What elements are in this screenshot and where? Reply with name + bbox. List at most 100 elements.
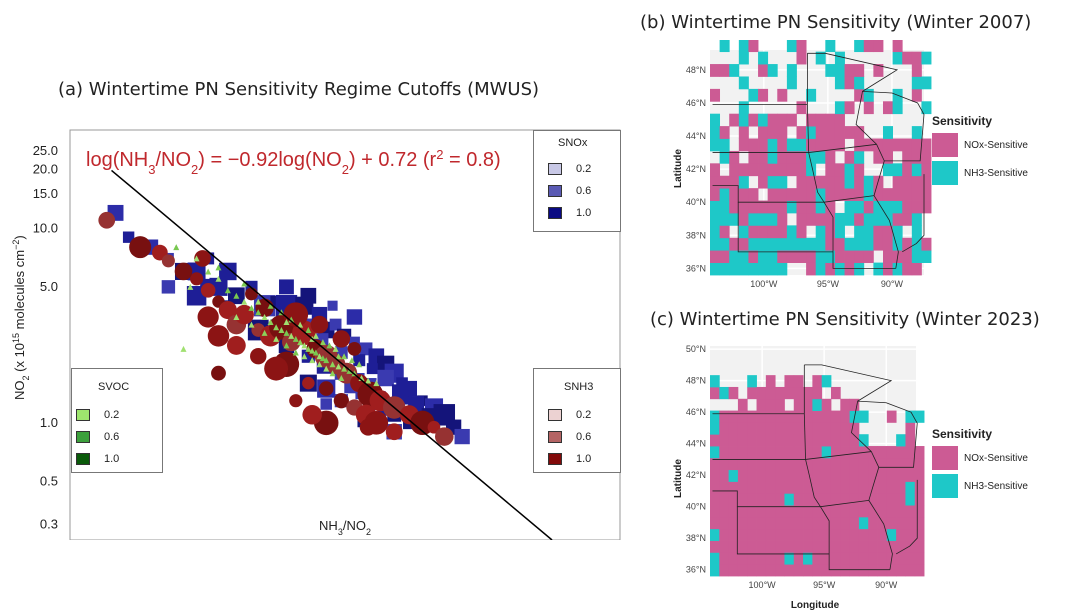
grid-cell — [834, 64, 845, 77]
grid-cell — [812, 469, 823, 482]
grid-cell — [858, 410, 869, 423]
grid-cell — [844, 262, 855, 276]
grid-cell — [719, 150, 730, 164]
legend-swatch — [548, 409, 562, 421]
grid-cell — [911, 76, 922, 90]
grid-cell — [868, 457, 878, 471]
grid-cell — [729, 250, 740, 263]
legend-label: NOx-Sensitive — [964, 452, 1028, 464]
grid-cell — [748, 88, 759, 102]
grid-cell — [892, 212, 903, 226]
grid-cell — [728, 516, 739, 530]
grid-cell — [886, 493, 897, 506]
grid-cell — [748, 212, 759, 226]
y-tick-label: 25.0 — [33, 143, 58, 158]
grid-cell — [825, 188, 836, 201]
grid-cell — [710, 457, 720, 471]
grid-cell — [793, 422, 804, 435]
grid-cell — [793, 434, 804, 447]
snh3-marker — [289, 394, 303, 408]
grid-cell — [830, 493, 841, 506]
svoc-marker — [267, 302, 274, 309]
grid-cell — [719, 262, 730, 276]
grid-cell — [896, 505, 906, 518]
grid-cell — [902, 212, 913, 226]
grid-cell — [840, 422, 851, 435]
grid-cell — [892, 175, 903, 189]
snh3-marker — [211, 365, 226, 381]
grid-cell — [767, 250, 778, 263]
grid-cell — [777, 250, 788, 263]
grid-cell — [747, 469, 757, 482]
grid-cell — [873, 188, 884, 201]
svoc-marker — [193, 255, 200, 262]
grid-cell — [854, 150, 865, 164]
grid-cell — [765, 386, 776, 400]
grid-cell — [815, 212, 826, 226]
grid-cell — [719, 552, 730, 565]
grid-cell — [844, 200, 855, 214]
snox-marker — [327, 300, 338, 311]
grid-cell — [830, 434, 841, 447]
grid-cell — [896, 446, 906, 459]
grid-cell — [877, 446, 888, 459]
grid-cell — [777, 175, 788, 189]
grid-cell — [793, 528, 804, 541]
grid-cell — [710, 138, 721, 152]
grid-cell — [728, 481, 739, 494]
grid-cell — [728, 386, 739, 400]
grid-cell — [882, 212, 894, 226]
grid-cell — [765, 505, 776, 518]
legend-label: 0.6 — [576, 431, 592, 443]
grid-cell — [738, 237, 749, 251]
grid-cell — [821, 469, 832, 482]
grid-cell — [896, 540, 906, 553]
grid-cell — [863, 40, 874, 53]
legend-label: 1.0 — [104, 453, 120, 465]
svoc-marker — [292, 335, 299, 342]
grid-cell — [786, 138, 797, 152]
state-border — [820, 506, 830, 554]
grid-cell — [911, 250, 922, 263]
grid-cell — [710, 250, 721, 263]
grid-cell — [710, 410, 720, 423]
grid-cell — [765, 446, 776, 459]
lon-tick-label: 95°W — [817, 279, 840, 289]
regression-equation: log(NH3/NO2) = −0.92log(NO2) + 0.72 (r2 … — [86, 147, 501, 177]
grid-cell — [830, 410, 841, 423]
grid-cell — [858, 481, 869, 494]
grid-cell — [747, 552, 757, 565]
legend-snox-item-3: 1.0 — [548, 207, 591, 219]
grid-cell — [911, 163, 922, 177]
grid-cell — [840, 410, 851, 423]
grid-cell — [905, 446, 916, 459]
map-2007: 48°N 46°N 44°N 42°N 40°N 38°N 36°N 100°W 95°W 90… — [673, 40, 932, 289]
grid-cell — [710, 175, 721, 189]
y-tick-label: 0.5 — [40, 473, 58, 488]
grid-cell — [858, 516, 869, 530]
grid-cell — [775, 493, 785, 506]
grid-cell — [767, 150, 778, 164]
grid-cell — [812, 386, 823, 400]
grid-cell — [840, 540, 851, 553]
legend-label: 0.6 — [104, 431, 120, 443]
grid-cell — [892, 237, 903, 251]
grid-cell — [825, 200, 836, 214]
grid-cell — [877, 457, 888, 471]
grid-cell — [765, 398, 776, 411]
svoc-marker — [278, 327, 285, 334]
grid-cell — [896, 493, 906, 506]
grid-cell — [765, 493, 776, 506]
grid-cell — [825, 212, 836, 226]
grid-cell — [796, 101, 807, 115]
grid-cell — [873, 150, 884, 164]
grid-cell — [784, 469, 795, 482]
svoc-marker — [323, 365, 330, 372]
grid-cell — [786, 150, 797, 164]
lat-tick-label: 38°N — [686, 230, 706, 240]
grid-cell — [812, 516, 823, 530]
legend-snox: SNOx 0.2 0.6 1.0 — [533, 130, 621, 232]
grid-cell — [858, 540, 869, 553]
grid-cell — [812, 481, 823, 494]
grid-cell — [815, 250, 826, 263]
